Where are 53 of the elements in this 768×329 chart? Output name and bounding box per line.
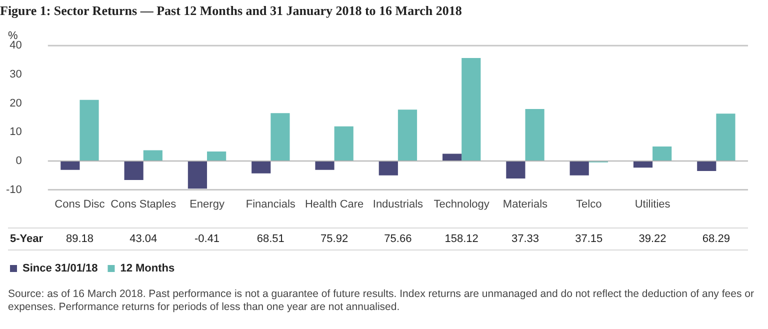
text: 5-Year (10, 233, 44, 246)
x-tick-label: Telco (576, 198, 602, 210)
text: 68.51 (256, 233, 284, 246)
text: 75.92 (320, 233, 348, 246)
y-tick-label: 30 (10, 68, 22, 80)
text: -0.41 (194, 233, 220, 246)
bar (252, 160, 271, 174)
y-tick-label: 10 (10, 126, 22, 138)
bar (60, 160, 80, 170)
x-tick-label: Technology (434, 198, 490, 210)
bar (124, 160, 144, 180)
text: 39.22 (638, 233, 666, 246)
y-tick-label: 40 (10, 40, 22, 52)
text: 43.04 (130, 233, 158, 246)
bar (697, 160, 716, 172)
bar (207, 151, 226, 161)
bar (716, 114, 736, 161)
text: 37.15 (575, 233, 603, 246)
x-tick-label: Financials (246, 198, 296, 210)
bar (315, 160, 334, 170)
text: 68.29 (702, 233, 730, 246)
text: 37.33 (511, 233, 540, 246)
source-note: Source: as of 16 March 2018. Past performance is not a guarantee of future results. Index returns are unmanaged and do not reflect the deduction of any fees or expenses. Performance returns for periods of less than one year are not annualised. (7, 287, 755, 314)
bar (442, 154, 462, 161)
bar (633, 160, 653, 168)
bar (270, 113, 290, 161)
text: 75.66 (384, 233, 412, 246)
bar (398, 110, 418, 161)
legend-label: 12 Months (120, 262, 175, 275)
chart-title: Figure 1: Sector Returns — Past 12 Months and 31 January 2018 to 16 March 2018 (0, 3, 462, 18)
y-tick-label: -10 (6, 184, 22, 196)
bar (80, 100, 99, 161)
text: 89.18 (66, 233, 94, 246)
y-tick-label: 0 (16, 154, 22, 167)
bar (570, 160, 589, 176)
x-tick-label: Industrials (372, 198, 424, 210)
x-tick-label: Cons Staples (110, 198, 177, 210)
bar (652, 146, 672, 161)
legend-label: Since 31/01/18 (22, 262, 98, 275)
x-tick-label: Utilities (634, 198, 671, 210)
bar (188, 160, 208, 189)
bar (462, 58, 481, 161)
x-tick-label: Materials (502, 198, 548, 210)
x-tick-label: Energy (190, 198, 225, 210)
bar (506, 160, 526, 179)
text: 158.12 (444, 233, 478, 246)
bar (143, 150, 162, 161)
x-tick-label: Cons Disc (54, 198, 106, 210)
bar (334, 126, 354, 161)
y-tick-label: 20 (10, 97, 22, 110)
x-tick-label: Health Care (304, 198, 364, 210)
bar (525, 109, 544, 161)
bar (378, 160, 398, 176)
